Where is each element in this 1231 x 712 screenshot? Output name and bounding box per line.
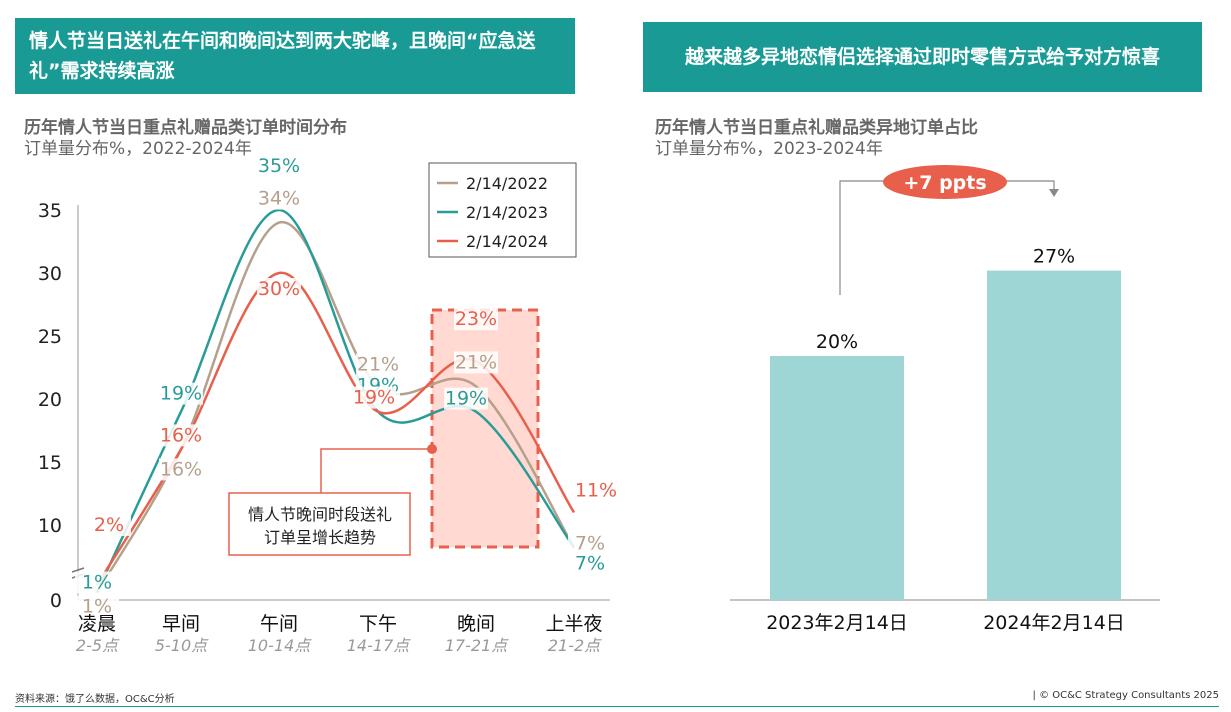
callout-dot (427, 444, 437, 454)
data-label: 11% (575, 479, 617, 501)
x-tick-sublabel: 21-2点 (548, 636, 602, 655)
delta-badge (883, 165, 1007, 199)
x-tick-sublabel: 14-17点 (347, 636, 411, 655)
data-label-bg (574, 479, 618, 502)
footer-copyright: | © OC&C Strategy Consultants 2025 (1032, 690, 1219, 701)
data-label: 21% (357, 353, 399, 375)
data-label-bg (87, 514, 131, 536)
bar-value-label: 27% (1033, 246, 1075, 268)
data-label-bg (257, 187, 301, 210)
data-label-bg (159, 424, 203, 447)
x-tick-label: 上半夜 (545, 613, 602, 635)
bar-value-label: 20% (816, 331, 858, 353)
right-chart-title: 历年情人节当日重点礼赠品类异地订单占比 (655, 118, 978, 138)
callout-box (228, 492, 411, 556)
data-label: 19% (353, 387, 395, 409)
legend-label: 2/14/2023 (466, 203, 548, 222)
data-label: 34% (258, 188, 300, 210)
x-tick-label: 下午 (359, 613, 397, 635)
x-tick-sublabel: 5-10点 (155, 636, 209, 655)
data-label: 2% (94, 514, 124, 536)
data-label: 16% (160, 458, 202, 480)
x-tick-label: 午间 (260, 613, 298, 635)
data-label-bg (75, 595, 119, 618)
data-label-bg (159, 458, 203, 481)
data-label-bg (568, 532, 612, 555)
y-tick-label: 10 (38, 515, 62, 537)
data-label: 19% (160, 383, 202, 405)
delta-arrowhead (1049, 189, 1059, 197)
y-tick-label: 35 (38, 200, 62, 222)
y-tick-label: 20 (38, 389, 62, 411)
legend-label: 2/14/2022 (466, 174, 548, 193)
data-label: 1% (82, 596, 112, 618)
footer-divider (15, 706, 1219, 707)
x-tick-label: 2024年2月14日 (983, 612, 1125, 634)
right-chart-note: 订单量分布%，2023-2024年 (655, 139, 883, 159)
left-chart-note: 订单量分布%，2022-2024年 (24, 139, 252, 159)
data-label: 21% (455, 351, 497, 373)
bar (987, 270, 1121, 600)
callout-text: 情人节晚间时段送礼 (248, 505, 392, 524)
callout-connector (320, 448, 432, 502)
data-label: 16% (160, 424, 202, 446)
y-tick-label: 0 (50, 590, 62, 612)
data-label: 1% (82, 572, 112, 594)
data-label-bg (568, 552, 612, 575)
x-tick-label: 凌晨 (78, 613, 116, 635)
left-chart-title: 历年情人节当日重点礼赠品类订单时间分布 (24, 118, 347, 138)
y-tick-label: 25 (38, 326, 62, 348)
callout-text: 订单呈增长趋势 (264, 528, 376, 547)
x-tick-label: 晚间 (457, 613, 495, 635)
y-tick-label: 15 (38, 452, 62, 474)
data-label: 30% (258, 278, 300, 300)
bar (770, 356, 904, 600)
data-label-bg (75, 571, 119, 594)
data-label: 23% (455, 308, 497, 330)
data-label-bg (159, 382, 203, 405)
x-tick-sublabel: 10-14点 (248, 636, 312, 655)
data-label: 19% (445, 388, 487, 410)
data-label-bg (257, 278, 301, 300)
delta-label: +7 ppts (903, 172, 986, 194)
x-tick-sublabel: 17-21点 (445, 636, 509, 655)
data-label-bg (454, 308, 498, 331)
data-label-bg (454, 351, 498, 374)
footer-source: 资料来源：饿了么数据，OC&C分析 (15, 694, 175, 705)
y-tick-label: 30 (38, 263, 62, 285)
data-label: 7% (575, 553, 605, 575)
data-label-bg (444, 387, 488, 410)
data-label-bg (352, 386, 396, 409)
data-label-bg (257, 155, 301, 177)
x-tick-label: 2023年2月14日 (766, 612, 908, 634)
data-label: 7% (575, 533, 605, 555)
left-banner: 情人节当日送礼在午间和晚间达到两大驼峰，且晚间“应急送礼”需求持续高涨 (15, 18, 575, 94)
legend-label: 2/14/2024 (466, 232, 548, 251)
x-tick-label: 早间 (162, 613, 200, 635)
data-label: 35% (258, 155, 300, 177)
data-label-bg (356, 353, 400, 376)
right-banner: 越来越多异地恋情侣选择通过即时零售方式给予对方惊喜 (643, 22, 1202, 92)
x-tick-sublabel: 2-5点 (76, 636, 120, 655)
